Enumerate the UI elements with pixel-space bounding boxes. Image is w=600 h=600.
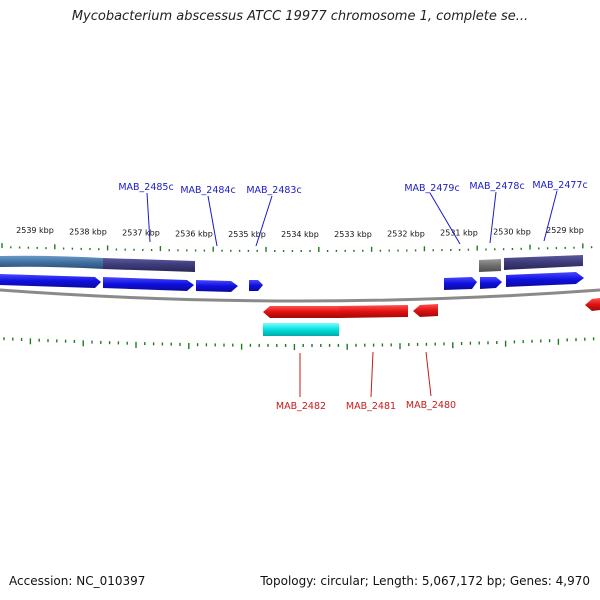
gene-label-MAB_2484c[interactable]: MAB_2484c [180, 185, 235, 196]
forward-cds[interactable] [249, 280, 263, 291]
genome-summary: Topology: circular; Length: 5,067,172 bp… [260, 574, 590, 588]
kbp-tick-label: 2532 kbp [387, 229, 425, 238]
upper-tick-track [1, 243, 593, 252]
leader-line [370, 351, 374, 398]
genome-backbone [0, 288, 600, 303]
forward-cds[interactable] [444, 277, 477, 290]
gene-label-MAB_2480[interactable]: MAB_2480 [406, 400, 456, 411]
gene-label-MAB_2478c[interactable]: MAB_2478c [469, 181, 524, 192]
gene-label-MAB_2479c[interactable]: MAB_2479c [404, 183, 459, 194]
reverse-cds[interactable] [413, 304, 438, 317]
lower-tick-track [3, 337, 595, 350]
kbp-tick-label: 2537 kbp [122, 229, 160, 238]
kbp-tick-label: 2531 kbp [440, 229, 478, 238]
kbp-tick-label: 2530 kbp [493, 228, 531, 237]
gene-label-MAB_2481[interactable]: MAB_2481 [346, 401, 396, 412]
rna-feature[interactable] [263, 323, 339, 336]
leader-line [489, 191, 497, 244]
leader-line [543, 190, 558, 242]
forward-cds[interactable] [480, 277, 502, 289]
leader-line [146, 192, 151, 243]
kbp-tick-label: 2538 kbp [69, 228, 107, 237]
kbp-tick-label: 2534 kbp [281, 230, 319, 239]
gene-label-MAB_2477c[interactable]: MAB_2477c [532, 180, 587, 191]
leader-line [429, 192, 461, 245]
kbp-scale: 2539 kbp 2538 kbp 2537 kbp 2536 kbp 2535 kbp… [16, 226, 584, 239]
upper-gene-labels: MAB_2485c MAB_2484c MAB_2483c MAB_2479c … [118, 180, 588, 247]
forward-cds[interactable] [196, 280, 238, 292]
reverse-cds[interactable] [585, 298, 600, 311]
lower-gene-labels: MAB_2482 MAB_2481 MAB_2480 [276, 351, 456, 412]
forward-cds[interactable] [506, 272, 584, 287]
accession-text: Accession: NC_010397 [9, 574, 146, 588]
kbp-tick-label: 2529 kbp [546, 226, 584, 235]
forward-cds[interactable] [103, 277, 194, 291]
kbp-tick-label: 2535 kbp [228, 230, 266, 239]
kbp-tick-label: 2539 kbp [16, 226, 54, 235]
reverse-cds[interactable] [339, 305, 408, 318]
leader-line [255, 195, 273, 247]
forward-cds[interactable] [0, 274, 101, 288]
leader-line [425, 351, 432, 397]
gene-label-MAB_2485c[interactable]: MAB_2485c [118, 182, 173, 193]
gene-label-MAB_2482[interactable]: MAB_2482 [276, 401, 326, 412]
reverse-strand-genes[interactable] [263, 298, 600, 318]
leader-line [207, 195, 218, 247]
reverse-cds[interactable] [263, 306, 339, 318]
forward-strand-genes[interactable] [0, 272, 584, 292]
kbp-tick-label: 2536 kbp [175, 229, 213, 238]
gene-label-MAB_2483c[interactable]: MAB_2483c [246, 185, 301, 196]
feature-slate-segment[interactable] [103, 258, 195, 272]
map-title: Mycobacterium abscessus ATCC 19977 chrom… [71, 9, 529, 24]
feature-gray-segment[interactable] [479, 259, 501, 272]
feature-steel-segment[interactable] [0, 255, 103, 269]
feature-slate-segment[interactable] [504, 255, 583, 270]
feature-band[interactable] [0, 255, 583, 272]
kbp-tick-label: 2533 kbp [334, 230, 372, 239]
